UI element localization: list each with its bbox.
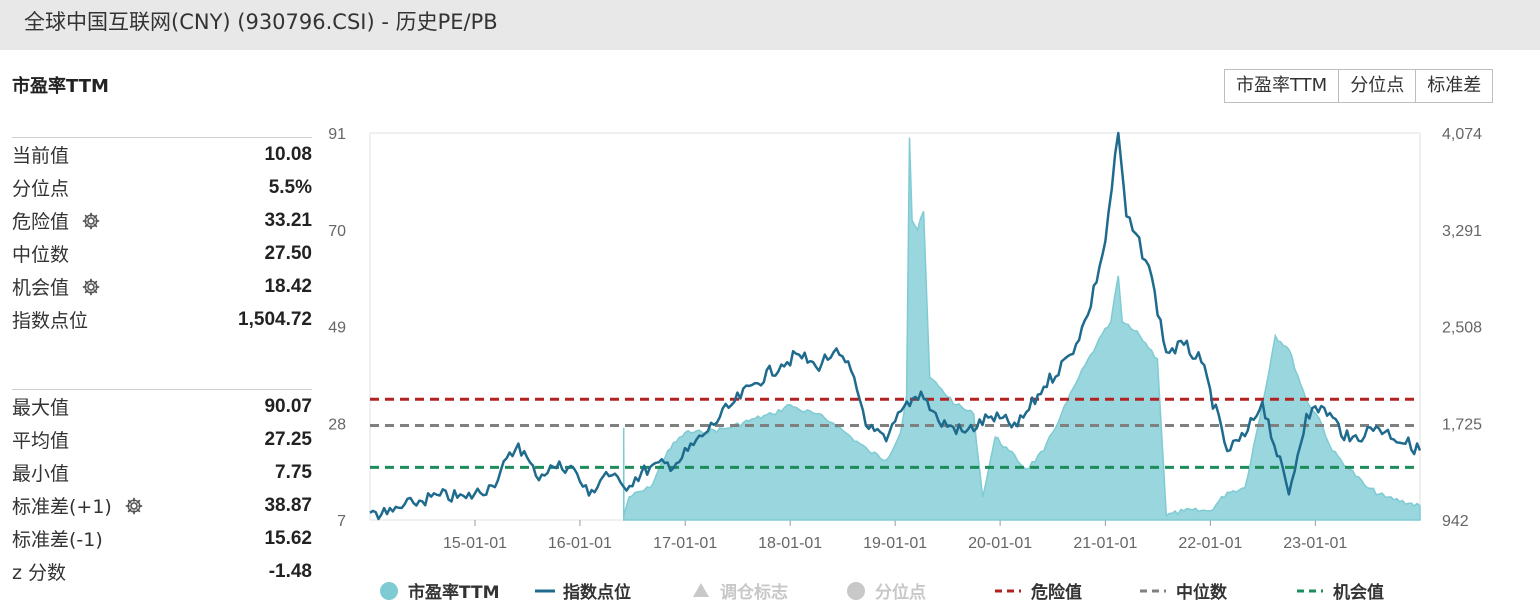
stat-label: 最大值 bbox=[12, 393, 69, 420]
gear-icon[interactable] bbox=[81, 277, 101, 297]
stat-label: 最小值 bbox=[12, 459, 69, 486]
stat-value: 10.08 bbox=[264, 143, 312, 165]
stat-label: 标准差(+1) bbox=[12, 492, 144, 519]
y-right-tick-label: 2,508 bbox=[1442, 320, 1482, 337]
x-tick-label: 19-01-01 bbox=[863, 535, 927, 552]
x-tick-label: 20-01-01 bbox=[968, 535, 1032, 552]
stat-label-text: 分位点 bbox=[12, 178, 70, 200]
x-tick-label: 22-01-01 bbox=[1178, 535, 1242, 552]
stat-row: 标准差(+1) 38.87 bbox=[12, 489, 312, 522]
stat-label: 标准差(-1) bbox=[12, 525, 103, 552]
percentile-button[interactable]: 分位点 bbox=[1338, 70, 1415, 102]
y-right-tick-label: 4,074 bbox=[1442, 126, 1482, 143]
legend-label: 指数点位 bbox=[563, 582, 631, 603]
std-dev-button[interactable]: 标准差 bbox=[1415, 70, 1492, 102]
stat-value: 5.5% bbox=[268, 176, 312, 198]
stat-label-text: 机会值 bbox=[12, 277, 70, 299]
stat-label-text: z 分数 bbox=[12, 562, 67, 584]
legend-label: 机会值 bbox=[1333, 582, 1384, 603]
y-left-tick-label: 91 bbox=[328, 126, 346, 143]
stat-value: 38.87 bbox=[264, 494, 312, 516]
x-tick-label: 21-01-01 bbox=[1073, 535, 1137, 552]
stat-row: 中位数 27.50 bbox=[12, 237, 312, 270]
stat-label: 平均值 bbox=[12, 426, 69, 453]
y-right-tick-label: 3,291 bbox=[1442, 223, 1482, 240]
page-title: 全球中国互联网(CNY) (930796.CSI) - 历史PE/PB bbox=[24, 10, 498, 34]
stat-label-text: 危险值 bbox=[12, 211, 70, 233]
x-tick-label: 17-01-01 bbox=[653, 535, 717, 552]
view-toggle-group: 市盈率TTM 分位点 标准差 bbox=[1224, 69, 1494, 103]
y-left-tick-label: 70 bbox=[328, 223, 346, 240]
legend-item[interactable]: 机会值 bbox=[1297, 582, 1384, 603]
stat-row: 平均值 27.25 bbox=[12, 423, 312, 456]
legend-item[interactable]: 调仓标志 bbox=[693, 582, 788, 603]
x-tick-label: 18-01-01 bbox=[758, 535, 822, 552]
stat-row: 最小值 7.75 bbox=[12, 456, 312, 489]
stat-value: 1,504.72 bbox=[238, 308, 312, 330]
index-points-line bbox=[369, 131, 1422, 521]
stat-value: -1.48 bbox=[268, 560, 312, 582]
stat-label-text: 标准差(+1) bbox=[12, 496, 112, 518]
stat-value: 27.25 bbox=[264, 428, 312, 450]
x-tick-label: 23-01-01 bbox=[1283, 535, 1347, 552]
stat-label-text: 指数点位 bbox=[12, 310, 89, 332]
stat-label-text: 平均值 bbox=[12, 430, 70, 452]
stats-panel-summary: 最大值 90.07 平均值 27.25 最小值 7.75 标准差(+1) 38.87 标准差(-… bbox=[12, 389, 312, 588]
stat-value: 33.21 bbox=[264, 209, 312, 231]
stat-value: 15.62 bbox=[264, 527, 312, 549]
stat-row: 指数点位 1,504.72 bbox=[12, 303, 312, 336]
stat-row: 机会值 18.42 bbox=[12, 270, 312, 303]
legend-symbol bbox=[380, 582, 398, 600]
y-left-tick-label: 49 bbox=[328, 320, 346, 337]
section-title: 市盈率TTM bbox=[12, 76, 109, 97]
stat-row: z 分数 -1.48 bbox=[12, 555, 312, 588]
stat-label: 当前值 bbox=[12, 141, 69, 168]
stat-row: 当前值 10.08 bbox=[12, 138, 312, 171]
legend-label: 中位数 bbox=[1176, 582, 1228, 603]
stat-label-text: 中位数 bbox=[12, 244, 70, 266]
stat-label: z 分数 bbox=[12, 558, 66, 585]
stat-label: 分位点 bbox=[12, 174, 69, 201]
legend-label: 分位点 bbox=[875, 582, 926, 603]
stat-row: 标准差(-1) 15.62 bbox=[12, 522, 312, 555]
gear-icon[interactable] bbox=[81, 211, 101, 231]
stat-label: 机会值 bbox=[12, 273, 101, 300]
x-tick-label: 15-01-01 bbox=[443, 535, 507, 552]
stat-value: 27.50 bbox=[264, 242, 312, 264]
stat-label-text: 最大值 bbox=[12, 397, 70, 419]
stat-row: 危险值 33.21 bbox=[12, 204, 312, 237]
stat-label: 危险值 bbox=[12, 207, 101, 234]
y-left-tick-label: 28 bbox=[328, 416, 346, 433]
page-header: 全球中国互联网(CNY) (930796.CSI) - 历史PE/PB bbox=[0, 0, 1540, 50]
x-tick-label: 16-01-01 bbox=[548, 535, 612, 552]
pe-ttm-button[interactable]: 市盈率TTM bbox=[1236, 75, 1328, 96]
gear-icon[interactable] bbox=[124, 496, 144, 516]
y-right-tick-label: 942 bbox=[1442, 513, 1469, 530]
legend-item[interactable]: 危险值 bbox=[995, 582, 1082, 603]
stat-value: 90.07 bbox=[264, 395, 312, 417]
y-right-tick-label: 1,725 bbox=[1442, 416, 1482, 433]
legend-item[interactable]: 分位点 bbox=[847, 582, 926, 603]
legend-item[interactable]: 指数点位 bbox=[535, 582, 631, 603]
stat-label-text: 当前值 bbox=[12, 145, 70, 167]
legend-item[interactable]: 市盈率TTM bbox=[380, 582, 500, 603]
legend-symbol bbox=[847, 582, 865, 600]
legend-label: 调仓标志 bbox=[720, 582, 788, 603]
stat-value: 18.42 bbox=[264, 275, 312, 297]
stat-label-text: 最小值 bbox=[12, 463, 70, 485]
pe-ttm-area bbox=[622, 137, 1421, 521]
stat-row: 最大值 90.07 bbox=[12, 390, 312, 423]
stat-row: 分位点 5.5% bbox=[12, 171, 312, 204]
stats-panel-current: 当前值 10.08 分位点 5.5% 危险值 33.21 中位数 27.50 机会值 18.42 指… bbox=[12, 137, 312, 336]
stat-value: 7.75 bbox=[275, 461, 312, 483]
stat-label: 中位数 bbox=[12, 240, 69, 267]
stat-label-text: 标准差(-1) bbox=[12, 529, 103, 551]
legend-label: 市盈率TTM bbox=[408, 582, 500, 603]
legend-item[interactable]: 中位数 bbox=[1140, 582, 1228, 603]
stat-label: 指数点位 bbox=[12, 306, 88, 333]
legend-label: 危险值 bbox=[1030, 582, 1082, 603]
y-left-tick-label: 7 bbox=[337, 513, 346, 530]
legend-symbol bbox=[693, 583, 709, 597]
